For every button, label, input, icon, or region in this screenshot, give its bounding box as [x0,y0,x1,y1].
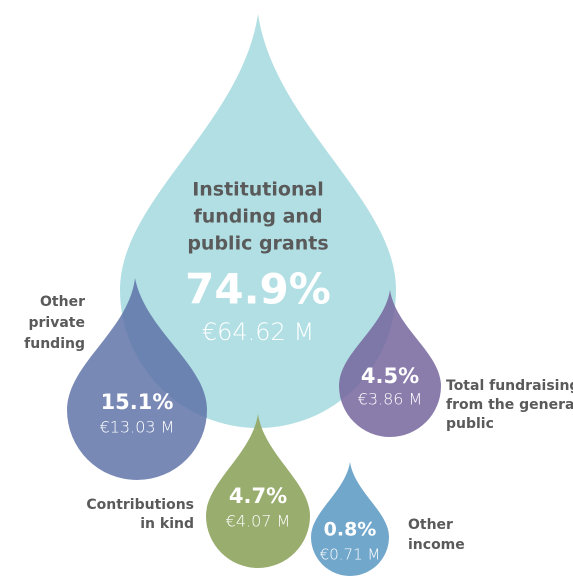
category-label: income [408,537,465,553]
amount-label: €4.07 M [226,512,291,531]
amount-label: €0.71 M [320,546,381,564]
category-label: Other [408,517,453,533]
category-label: funding [24,336,85,352]
drop [311,462,389,576]
category-label: Total fundraising [446,378,573,394]
category-label: funding and [193,206,322,228]
category-label: private [29,315,86,331]
drop [206,414,310,568]
category-label: Contributions [86,497,194,513]
percent-label: 4.7% [229,484,287,508]
category-label: public [446,416,494,432]
category-label: public grants [187,233,328,255]
category-label: from the general [446,397,573,413]
drop [339,290,441,437]
category-label: Institutional [192,179,324,201]
percent-label: 15.1% [101,390,174,414]
amount-label: €13.03 M [100,418,175,437]
amount-label: €64.62 M [202,318,314,346]
category-label: Other [40,294,85,310]
category-label: in kind [140,516,194,532]
drop [67,278,207,480]
percent-label: 0.8% [324,519,377,541]
percent-label: 4.5% [361,364,419,388]
percent-label: 74.9% [185,265,331,314]
amount-label: €3.86 M [358,390,423,409]
drop [120,14,396,428]
